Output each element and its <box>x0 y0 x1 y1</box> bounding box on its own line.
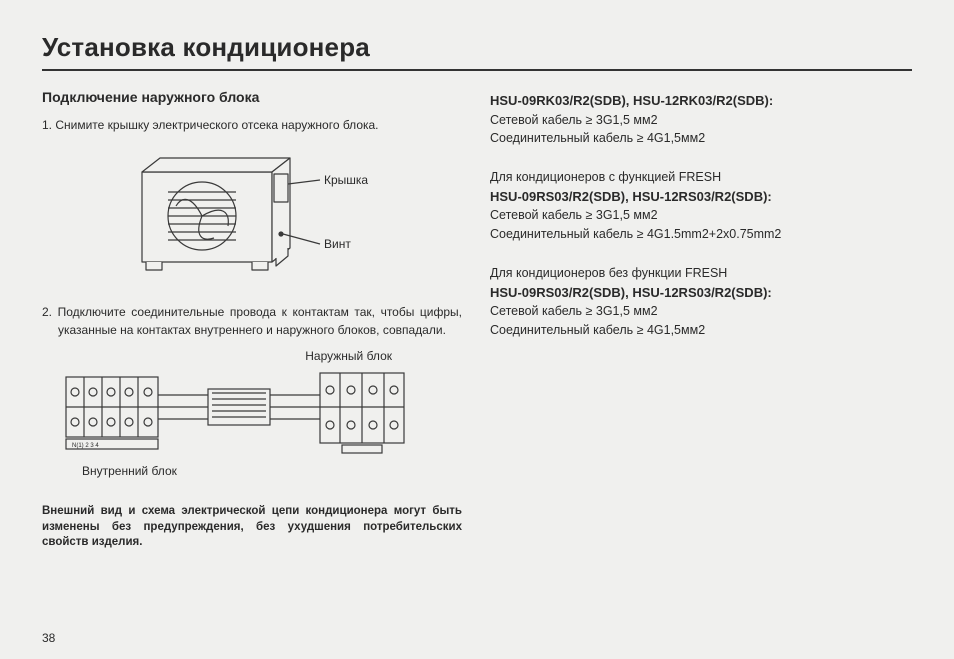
page-title: Установка кондиционера <box>42 32 912 71</box>
spec-block-3: Для кондиционеров без функции FRESH HSU-… <box>490 264 912 340</box>
spec2-models: HSU-09RS03/R2(SDB), HSU-12RS03/R2(SDB): <box>490 187 912 207</box>
figure-2-wrap: Наружный блок <box>42 349 462 478</box>
notice-text: Внешний вид и схема электрической цепи к… <box>42 504 462 551</box>
step-1: 1. Снимите крышку электрического отсека … <box>42 117 462 134</box>
spec1-line2: Соединительный кабель ≥ 4G1,5мм2 <box>490 129 912 148</box>
page-number: 38 <box>42 631 55 645</box>
spec1-line1: Сетевой кабель ≥ 3G1,5 мм2 <box>490 111 912 130</box>
fig2-label-outdoor: Наружный блок <box>42 349 392 363</box>
spec-block-1: HSU-09RK03/R2(SDB), HSU-12RK03/R2(SDB): … <box>490 91 912 148</box>
fig2-label-indoor: Внутренний блок <box>82 464 462 478</box>
spec-block-2: Для кондиционеров с функцией FRESH HSU-0… <box>490 168 912 244</box>
right-column: HSU-09RK03/R2(SDB), HSU-12RK03/R2(SDB): … <box>490 89 912 551</box>
figure-outdoor-unit: Крышка Винт <box>102 144 402 292</box>
spec2-note: Для кондиционеров с функцией FRESH <box>490 168 912 187</box>
left-subheading: Подключение наружного блока <box>42 89 462 105</box>
spec3-line2: Соединительный кабель ≥ 4G1,5мм2 <box>490 321 912 340</box>
spec3-models: HSU-09RS03/R2(SDB), HSU-12RS03/R2(SDB): <box>490 283 912 303</box>
content-columns: Подключение наружного блока 1. Снимите к… <box>42 89 912 551</box>
svg-text:N(1) 2 3 4: N(1) 2 3 4 <box>72 443 99 449</box>
fig1-label-screw: Винт <box>324 237 351 251</box>
step-2: 2. Подключите соединительные провода к к… <box>42 304 462 339</box>
left-column: Подключение наружного блока 1. Снимите к… <box>42 89 462 551</box>
spec1-models: HSU-09RK03/R2(SDB), HSU-12RK03/R2(SDB): <box>490 91 912 111</box>
spec2-line1: Сетевой кабель ≥ 3G1,5 мм2 <box>490 206 912 225</box>
spec3-note: Для кондиционеров без функции FRESH <box>490 264 912 283</box>
spec3-line1: Сетевой кабель ≥ 3G1,5 мм2 <box>490 302 912 321</box>
spec2-line2: Соединительный кабель ≥ 4G1.5mm2+2x0.75m… <box>490 225 912 244</box>
fig1-label-cover: Крышка <box>324 173 368 187</box>
figure-wiring-diagram: N(1) 2 3 4 <box>42 365 422 457</box>
